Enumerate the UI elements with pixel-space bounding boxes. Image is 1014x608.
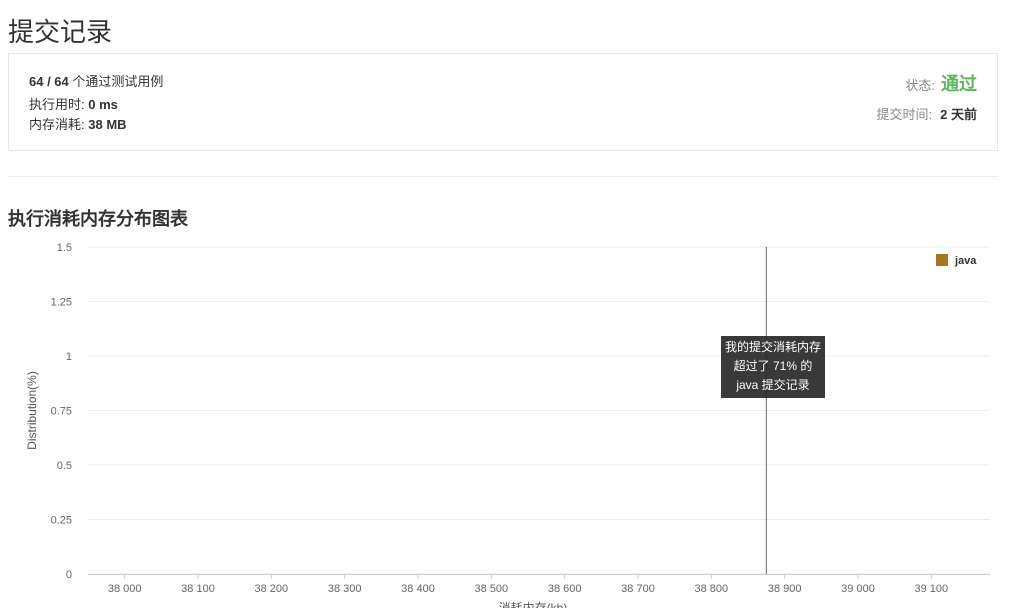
x-tick-label: 38 000 xyxy=(108,583,142,595)
test-cases-count: 64 / 64 xyxy=(29,74,69,89)
x-tick-label: 38 700 xyxy=(621,583,655,595)
memory-label: 内存消耗: xyxy=(29,117,85,132)
page-title: 提交记录 xyxy=(8,17,113,47)
legend-swatch xyxy=(936,254,948,266)
y-tick-label: 1.5 xyxy=(57,242,72,254)
tooltip-line-1: 我的提交消耗内存 xyxy=(724,340,821,354)
tooltip-line-2: 超过了 71% 的 xyxy=(733,359,813,373)
status-row: 状态: 通过 xyxy=(905,70,977,96)
submit-time-label: 提交时间: xyxy=(876,107,933,122)
x-tick-label: 38 200 xyxy=(255,583,289,595)
y-tick-label: 1 xyxy=(66,351,72,363)
runtime-value: 0 ms xyxy=(88,97,118,112)
x-axis-label: 消耗内存(kb) xyxy=(499,601,568,608)
x-tick-label: 39 100 xyxy=(915,583,949,595)
memory-distribution-chart: 0 0.25 0.5 0.75 1 1.25 1.5 38 000 38 100 38 200 38… xyxy=(25,242,990,608)
x-tick-label: 38 800 xyxy=(695,583,729,595)
divider xyxy=(8,176,998,177)
status-value: 通过 xyxy=(941,74,977,94)
x-tick-label: 38 900 xyxy=(768,583,802,595)
tooltip-line-3: java 提交记录 xyxy=(736,378,810,392)
x-tick-label: 38 100 xyxy=(181,583,215,595)
y-tick-label: 0.25 xyxy=(51,515,72,527)
y-axis-label: Distribution(%) xyxy=(25,371,39,450)
legend-label: java xyxy=(954,255,977,267)
y-tick-label: 1.25 xyxy=(51,297,72,309)
y-tick-label: 0.75 xyxy=(51,406,72,418)
test-cases-suffix: 个通过测试用例 xyxy=(72,74,164,89)
runtime-line: 执行用时: 0 ms xyxy=(29,94,118,113)
test-cases-line: 64 / 64 个通过测试用例 xyxy=(29,71,163,90)
x-tick-label: 38 400 xyxy=(401,583,435,595)
submit-time-value: 2 天前 xyxy=(940,107,977,122)
submit-time-row: 提交时间: 2 天前 xyxy=(877,104,977,123)
y-tick-label: 0 xyxy=(66,569,72,581)
status-label: 状态: xyxy=(905,78,935,93)
x-tick-label: 38 600 xyxy=(548,583,582,595)
memory-line: 内存消耗: 38 MB xyxy=(29,114,127,133)
chart-tooltip: 我的提交消耗内存 超过了 71% 的 java 提交记录 xyxy=(721,336,825,398)
x-tick-label: 38 500 xyxy=(475,583,509,595)
submission-summary-card: 64 / 64 个通过测试用例 执行用时: 0 ms 内存消耗: 38 MB 状… xyxy=(8,53,998,151)
runtime-label: 执行用时: xyxy=(29,97,85,112)
memory-value: 38 MB xyxy=(88,117,127,132)
x-tick-label: 39 000 xyxy=(841,583,875,595)
section-title: 执行消耗内存分布图表 xyxy=(8,209,188,229)
y-tick-label: 0.5 xyxy=(57,460,72,472)
x-tick-label: 38 300 xyxy=(328,583,362,595)
